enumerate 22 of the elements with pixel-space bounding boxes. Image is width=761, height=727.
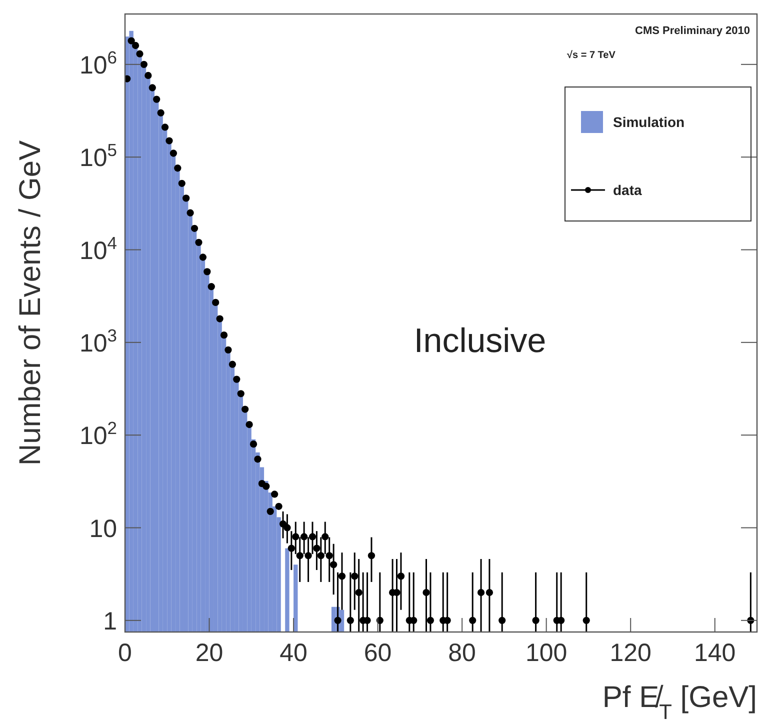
x-tick-label: 140 <box>694 639 736 667</box>
x-tick-label: 120 <box>610 639 652 667</box>
x-axis-title: Pf E̸$_{T}$ [GeV] <box>602 681 757 724</box>
legend-label: data <box>613 182 642 198</box>
x-tick-label: 60 <box>364 639 392 667</box>
x-tick-label: 20 <box>195 639 224 667</box>
y-tick-label: 10$^{3}$ <box>79 325 117 358</box>
legend-label: Simulation <box>613 114 685 130</box>
annotation: CMS Preliminary 2010 <box>635 25 750 37</box>
y-tick-label: 10$^{2}$ <box>79 418 117 450</box>
x-tick-label: 100 <box>525 639 568 667</box>
annotation: √s = 7 TeV <box>567 50 616 61</box>
annotation: Inclusive <box>414 322 546 360</box>
x-tick-label: 40 <box>280 639 308 667</box>
y-tick-label: 10 <box>89 514 117 543</box>
y-tick-label: 10$^{6}$ <box>79 47 117 80</box>
y-tick-label: 10$^{4}$ <box>79 232 118 265</box>
x-tick-label: 80 <box>448 639 476 667</box>
y-tick-label: 1 <box>103 607 117 636</box>
y-tick-label: 10$^{5}$ <box>79 140 117 172</box>
y-axis-title: Number of Events / GeV <box>14 140 47 466</box>
x-tick-label: 0 <box>118 639 132 667</box>
